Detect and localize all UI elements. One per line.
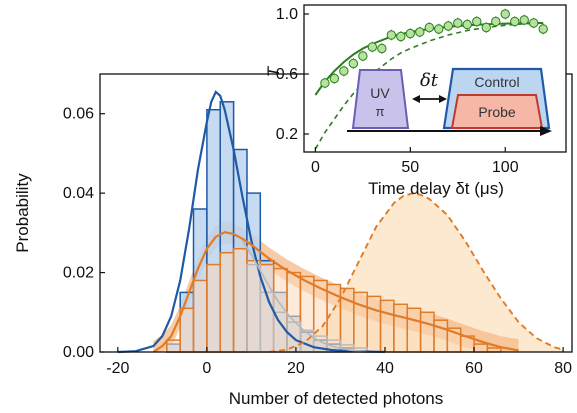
inset-data-point xyxy=(339,66,349,76)
inset-y-tick-label: 0.6 xyxy=(276,66,298,83)
inset-frame xyxy=(303,4,567,153)
orange-histogram-bar xyxy=(179,307,195,353)
delay-arrowhead-right xyxy=(439,95,447,103)
inset-data-point xyxy=(453,18,463,28)
orange-histogram-bar xyxy=(353,291,368,353)
inset-y-axis-label: T xyxy=(264,65,283,77)
control-label: Control xyxy=(474,74,519,90)
inset-x-tick-label: 0 xyxy=(311,159,320,176)
inset-data-point xyxy=(519,15,529,25)
uv-pulse xyxy=(351,69,410,129)
orange-histogram-bar xyxy=(393,303,409,353)
inset-dashed-fit-line xyxy=(314,22,544,150)
orange-histogram-bar xyxy=(219,251,235,353)
probe-label: Probe xyxy=(478,104,516,120)
orange-histogram-bar xyxy=(166,339,181,353)
orange-histogram-bar xyxy=(299,275,315,353)
inset-data-point xyxy=(415,27,425,37)
inset-data-point xyxy=(443,21,453,31)
main-y-axis-label: Probability xyxy=(13,173,32,253)
orange-histogram-bar xyxy=(192,279,208,353)
main-x-tick-label: 80 xyxy=(554,360,572,377)
uv-label: UV xyxy=(370,85,390,101)
inset-data-point xyxy=(462,19,472,30)
orange-fit-line xyxy=(152,230,519,353)
orange-histogram-bar xyxy=(473,343,489,353)
orange-histogram-bar xyxy=(433,319,449,353)
inset-data-point xyxy=(491,16,501,27)
pulse-schematic: UV π Control Probe δt xyxy=(347,67,552,136)
inset-data-point xyxy=(538,24,548,34)
inset-data-point xyxy=(510,16,520,27)
main-x-tick-label: 40 xyxy=(376,360,394,377)
pi-label: π xyxy=(376,104,385,119)
main-x-tick-label: 20 xyxy=(287,360,305,377)
orange-histogram-bar xyxy=(419,311,435,353)
main-y-tick-label: 0.04 xyxy=(63,185,94,202)
main-y-tick-label: 0.06 xyxy=(63,106,94,123)
inset-data-point xyxy=(377,43,387,54)
inset-data-point xyxy=(320,78,330,88)
delay-arrowhead-left xyxy=(412,95,420,103)
orange-histogram-bar xyxy=(232,247,248,353)
inset-data-point xyxy=(472,16,482,27)
inset-data-point xyxy=(358,51,368,61)
main-x-tick-label: 0 xyxy=(202,360,211,377)
main-y-tick-label: 0.00 xyxy=(63,344,94,361)
inset-data-point xyxy=(481,22,491,33)
probe-pulse xyxy=(450,94,544,129)
blue-fit-line xyxy=(117,90,386,354)
inset-data-point xyxy=(424,22,435,33)
inset-data-point xyxy=(367,42,378,52)
inset-plot: UV π Control Probe δt 0 50 100 0.2 0.6 1.0 Ti… xyxy=(264,4,567,198)
main-x-tick-label: -20 xyxy=(106,360,129,377)
main-histogram-plot: -20 0 20 40 60 80 0.00 0.02 0.04 0.06 Number of d… xyxy=(13,73,573,408)
inset-data-point xyxy=(529,18,539,28)
inset-data-point xyxy=(500,9,510,19)
orange-histogram-bar xyxy=(366,295,382,353)
gray-fit-line xyxy=(241,240,368,353)
orange-histogram-bar xyxy=(246,259,262,353)
inset-data-point xyxy=(396,31,406,42)
main-x-axis-label: Number of detected photons xyxy=(229,389,444,408)
inset-y-tick-label: 1.0 xyxy=(276,6,298,23)
inset-data-point xyxy=(434,24,444,34)
time-arrowhead xyxy=(540,126,552,136)
main-x-tick-label: 60 xyxy=(465,360,483,377)
orange-histogram-bar xyxy=(206,263,222,353)
orange-histogram-bar xyxy=(379,299,395,353)
inset-y-tick-label: 0.2 xyxy=(276,126,298,143)
inset-data-point xyxy=(405,28,416,39)
inset-data-point xyxy=(348,58,359,69)
inset-data-point xyxy=(386,30,397,40)
inset-x-axis-label: Time delay δt (μs) xyxy=(368,179,504,198)
inset-x-tick-label: 50 xyxy=(401,159,419,176)
predicted-distribution-dashed-line xyxy=(269,192,564,353)
orange-histogram-bar xyxy=(406,307,422,353)
delay-label: δt xyxy=(420,70,439,91)
main-y-tick-label: 0.02 xyxy=(63,265,94,282)
inset-data-point xyxy=(329,73,340,84)
inset-x-tick-label: 100 xyxy=(492,159,519,176)
